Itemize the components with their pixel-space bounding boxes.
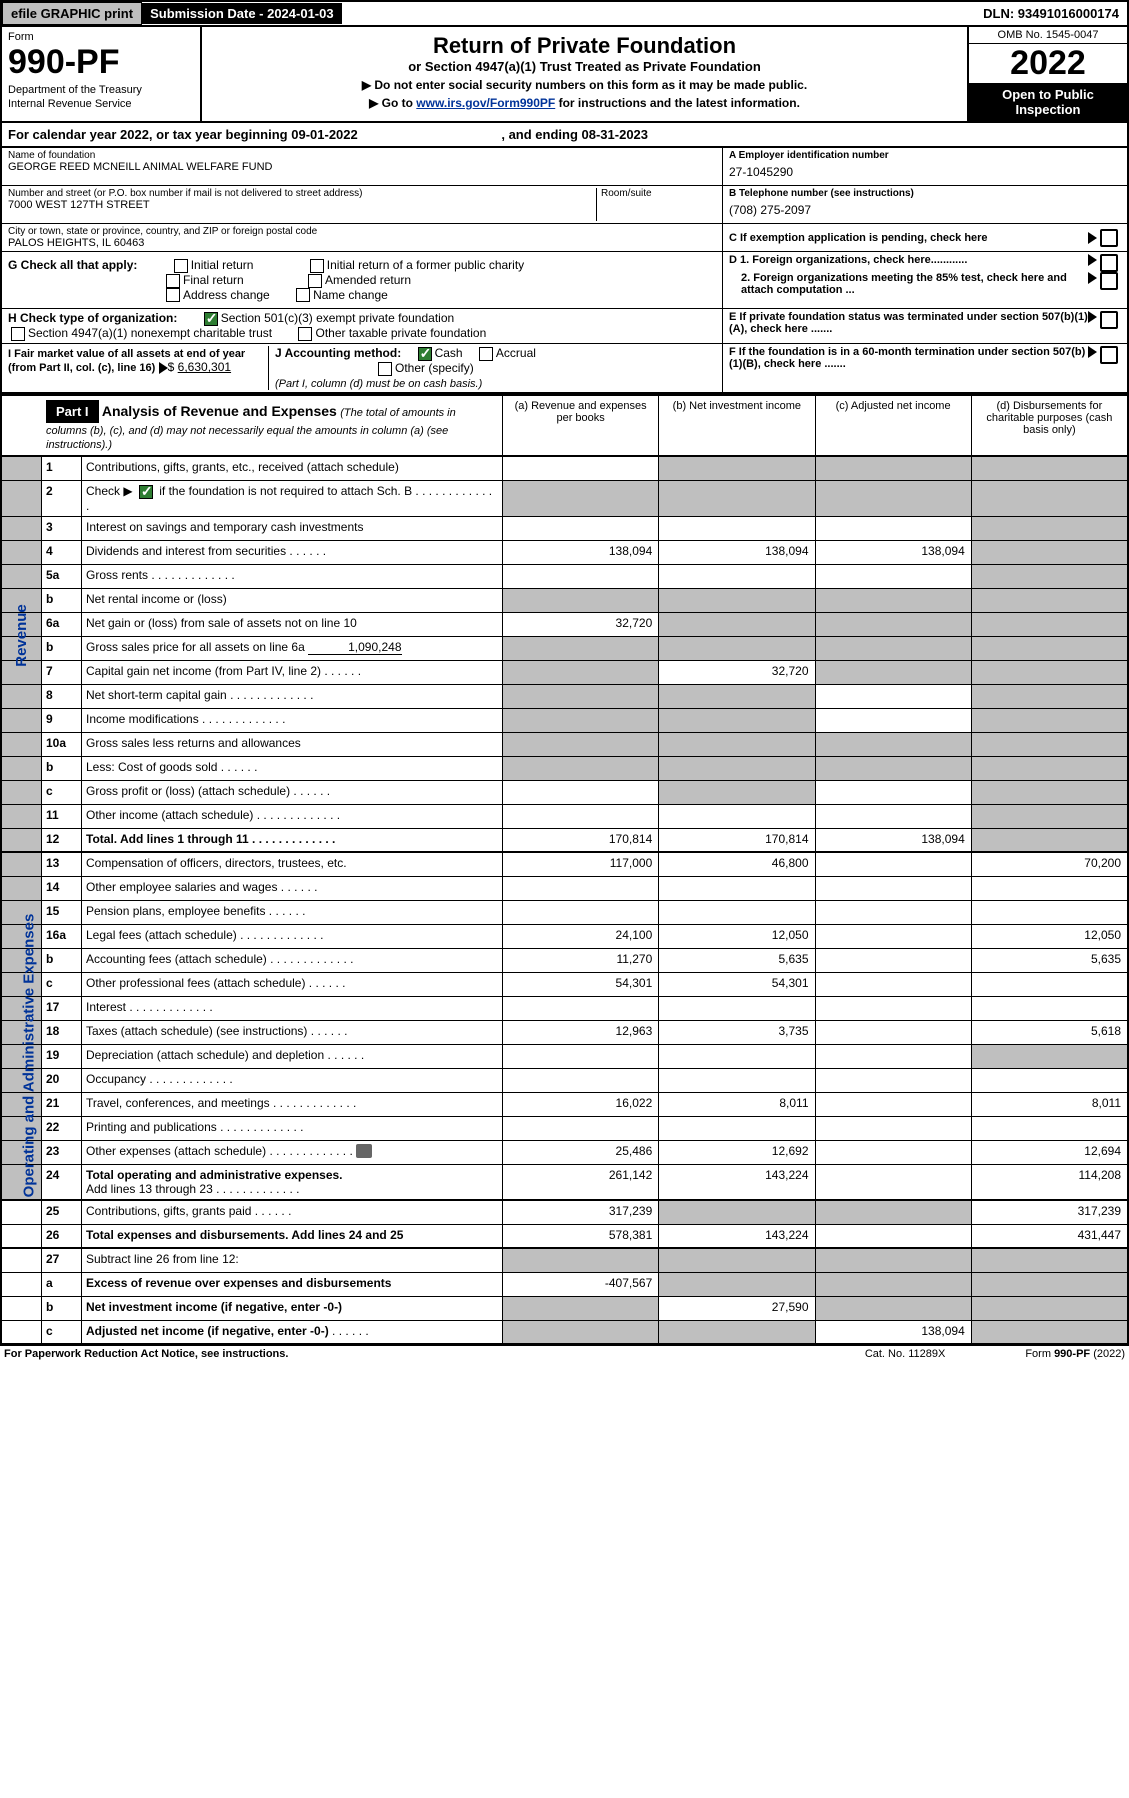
attach-icon[interactable]	[356, 1144, 372, 1158]
expenses-side: Operating and Administrative Expenses	[20, 913, 37, 1197]
form-label: Form	[8, 31, 194, 43]
col-b: (b) Net investment income	[658, 396, 814, 455]
arrow-icon	[1088, 254, 1097, 266]
arrow-icon	[1088, 311, 1097, 323]
chk-addr[interactable]	[166, 288, 180, 302]
efile-btn[interactable]: efile GRAPHIC print	[2, 2, 142, 25]
calendar-year-row: For calendar year 2022, or tax year begi…	[0, 123, 1129, 148]
col-c: (c) Adjusted net income	[815, 396, 971, 455]
chk-4947[interactable]	[11, 327, 25, 341]
chk-former[interactable]	[310, 259, 324, 273]
arrow-icon	[1088, 272, 1097, 284]
i-value: 6,630,301	[178, 360, 231, 374]
tax-year: 2022	[969, 44, 1127, 83]
footer: For Paperwork Reduction Act Notice, see …	[0, 1345, 1129, 1362]
open-inspection: Open to Public Inspection	[969, 83, 1127, 121]
ein-label: A Employer identification number	[729, 150, 1121, 161]
foundation-name: GEORGE REED MCNEILL ANIMAL WELFARE FUND	[8, 161, 716, 173]
city: PALOS HEIGHTS, IL 60463	[8, 237, 716, 249]
h-label: H Check type of organization:	[8, 311, 177, 325]
arrow-icon	[1088, 346, 1097, 358]
chk-cash[interactable]	[418, 347, 432, 361]
chk-other-acct[interactable]	[378, 362, 392, 376]
title: Return of Private Foundation	[208, 33, 961, 59]
irs-link[interactable]: www.irs.gov/Form990PF	[416, 96, 555, 110]
cat-no: Cat. No. 11289X	[865, 1348, 946, 1360]
inst2: ▶ Go to www.irs.gov/Form990PF for instru…	[208, 96, 961, 110]
submission-date: Submission Date - 2024-01-03	[142, 3, 342, 24]
chk-initial[interactable]	[174, 259, 188, 273]
ein: 27-1045290	[729, 161, 1121, 183]
f-checkbox[interactable]	[1100, 346, 1118, 364]
arrow-icon	[159, 362, 168, 374]
chk-accrual[interactable]	[479, 347, 493, 361]
chk-name[interactable]	[296, 288, 310, 302]
city-label: City or town, state or province, country…	[8, 226, 716, 237]
omb: OMB No. 1545-0047	[969, 27, 1127, 44]
paperwork-notice: For Paperwork Reduction Act Notice, see …	[4, 1348, 865, 1360]
room-label: Room/suite	[601, 188, 716, 199]
irs: Internal Revenue Service	[8, 98, 194, 110]
c-label: C If exemption application is pending, c…	[729, 232, 1088, 244]
arrow-icon	[1088, 232, 1097, 244]
addr-label: Number and street (or P.O. box number if…	[8, 188, 596, 199]
name-label: Name of foundation	[8, 150, 716, 161]
form-ref: Form 990-PF (2022)	[1025, 1348, 1125, 1360]
header: Form 990-PF Department of the Treasury I…	[0, 27, 1129, 123]
topbar: efile GRAPHIC print Submission Date - 20…	[0, 0, 1129, 27]
address: 7000 WEST 127TH STREET	[8, 199, 596, 211]
part1-label: Part I	[46, 400, 99, 423]
chk-schb[interactable]	[139, 485, 153, 499]
chk-final[interactable]	[166, 274, 180, 288]
tel-label: B Telephone number (see instructions)	[729, 188, 1121, 199]
telephone: (708) 275-2097	[729, 199, 1121, 221]
dln: DLN: 93491016000174	[975, 3, 1127, 24]
subtitle: or Section 4947(a)(1) Trust Treated as P…	[208, 59, 961, 74]
dept: Department of the Treasury	[8, 84, 194, 96]
col-a: (a) Revenue and expenses per books	[502, 396, 658, 455]
form-number: 990-PF	[8, 43, 194, 82]
revenue-side: Revenue	[13, 604, 30, 667]
inst1: ▶ Do not enter social security numbers o…	[208, 78, 961, 92]
col-d: (d) Disbursements for charitable purpose…	[971, 396, 1127, 455]
d1-checkbox[interactable]	[1100, 254, 1118, 272]
chk-other-tax[interactable]	[298, 327, 312, 341]
d2-checkbox[interactable]	[1100, 272, 1118, 290]
chk-amended[interactable]	[308, 274, 322, 288]
g-label: G Check all that apply:	[8, 258, 137, 272]
e-checkbox[interactable]	[1100, 311, 1118, 329]
c-checkbox[interactable]	[1100, 229, 1118, 247]
part1-header: Part I Analysis of Revenue and Expenses …	[0, 394, 1129, 457]
chk-501c3[interactable]	[204, 312, 218, 326]
